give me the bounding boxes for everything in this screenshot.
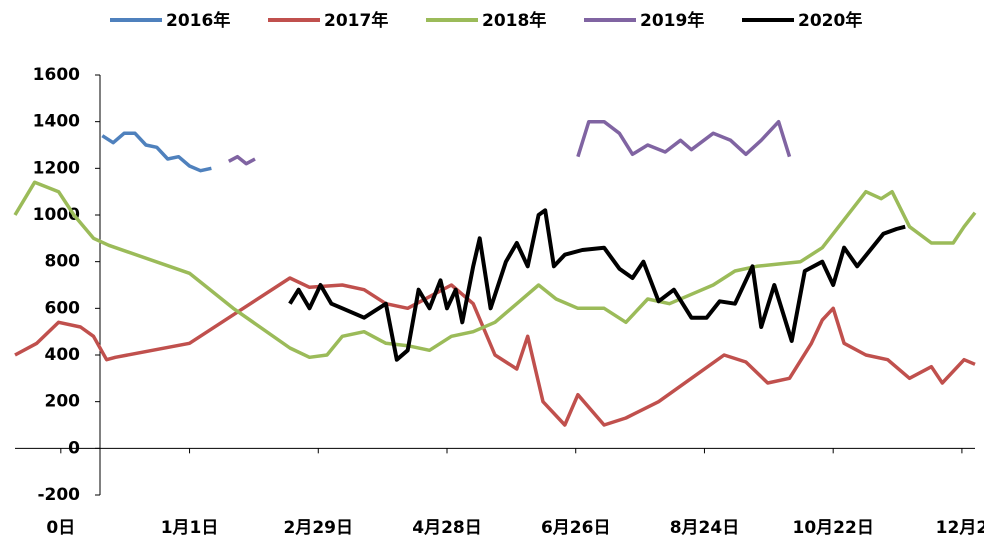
x-tick-label: 10月22日 [793,518,874,538]
y-tick-label: 1000 [33,205,80,225]
legend-label: 2017年 [324,10,388,31]
legend-label: 2016年 [166,10,230,31]
series-line [227,119,792,166]
legend-label: 2018年 [482,10,546,31]
legend-label: 2019年 [640,10,704,31]
x-tick-label: 12月2 [936,518,984,538]
y-tick-label: -200 [37,485,80,505]
y-tick-label: 1400 [33,112,80,132]
series-line [14,276,976,427]
x-tick-label: 4月28日 [412,518,482,538]
x-tick-label: 2月29日 [284,518,354,538]
y-tick-label: 1600 [33,65,80,85]
y-tick-label: 200 [45,392,81,412]
x-tick-label: 6月26日 [541,518,611,538]
series-line [288,208,906,362]
x-tick-label: 0日 [46,518,75,538]
series-line [13,180,977,360]
y-tick-label: 800 [45,252,81,272]
y-tick-label: 400 [45,345,81,365]
y-tick-label: 1200 [33,158,80,178]
legend-label: 2020年 [798,10,862,31]
series-line [101,131,212,173]
y-tick-label: 600 [45,298,81,318]
x-tick-label: 1月1日 [161,518,219,538]
x-tick-label: 8月24日 [670,518,740,538]
